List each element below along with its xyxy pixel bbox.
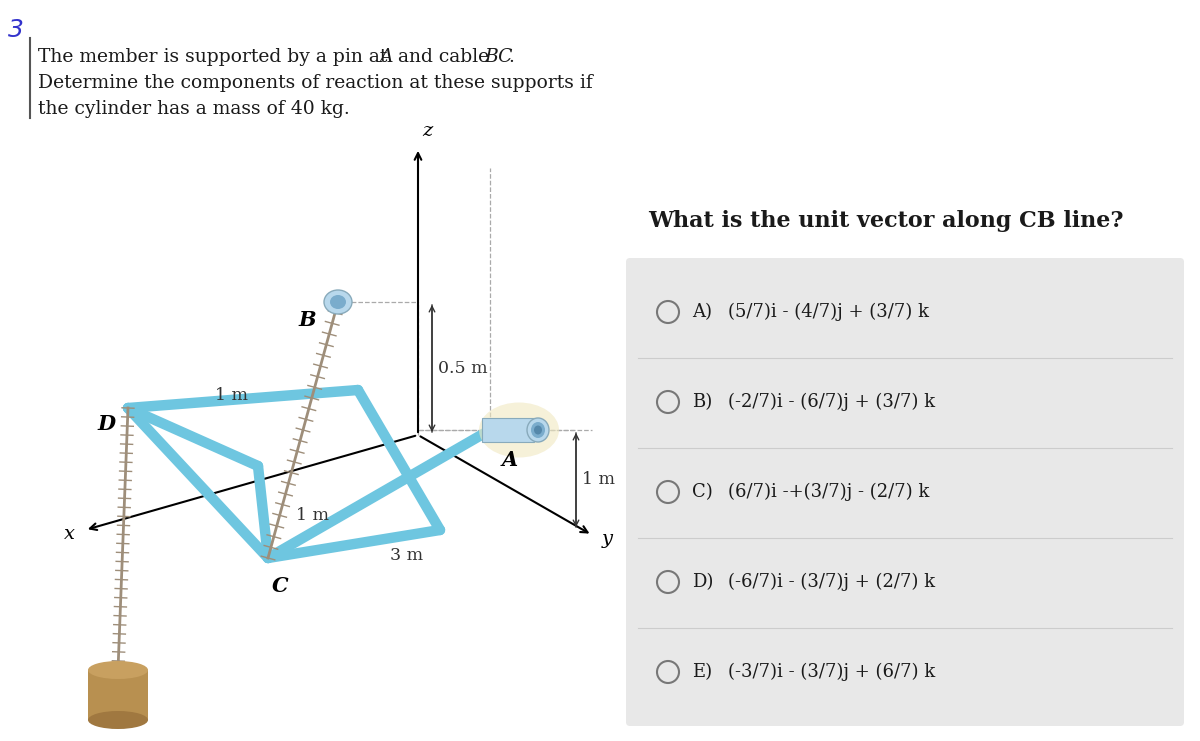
Text: D: D (98, 414, 116, 434)
Text: (-2/7)i - (6/7)j + (3/7) k: (-2/7)i - (6/7)j + (3/7) k (728, 393, 935, 411)
Text: Determine the components of reaction at these supports if: Determine the components of reaction at … (38, 74, 593, 92)
Ellipse shape (330, 295, 346, 309)
Text: B: B (299, 310, 316, 330)
Ellipse shape (88, 661, 148, 679)
Text: D): D) (692, 573, 713, 591)
Text: z: z (422, 122, 432, 140)
Text: x: x (64, 525, 74, 543)
Text: The member is supported by a pin at: The member is supported by a pin at (38, 48, 394, 66)
Ellipse shape (324, 290, 352, 314)
Polygon shape (88, 670, 148, 720)
Text: A): A) (692, 303, 712, 321)
Text: 1 m: 1 m (296, 507, 329, 523)
Text: C: C (272, 576, 289, 596)
Text: (6/7)i -+(3/7)j - (2/7) k: (6/7)i -+(3/7)j - (2/7) k (728, 483, 929, 501)
Ellipse shape (530, 422, 545, 438)
Text: y: y (602, 530, 613, 548)
Ellipse shape (527, 418, 550, 442)
Text: 1 m: 1 m (582, 471, 616, 488)
Text: A: A (502, 450, 518, 470)
Text: and cable: and cable (392, 48, 496, 66)
Text: BC: BC (484, 48, 512, 66)
Text: What is the unit vector along CB line?: What is the unit vector along CB line? (648, 210, 1123, 232)
Text: 3 m: 3 m (390, 547, 424, 563)
Text: A: A (379, 48, 392, 66)
Text: the cylinder has a mass of 40 kg.: the cylinder has a mass of 40 kg. (38, 100, 349, 118)
Text: (5/7)i - (4/7)j + (3/7) k: (5/7)i - (4/7)j + (3/7) k (728, 303, 929, 321)
Text: C): C) (692, 483, 713, 501)
Text: 0.5 m: 0.5 m (438, 360, 487, 377)
Text: (-6/7)i - (3/7)j + (2/7) k: (-6/7)i - (3/7)j + (2/7) k (728, 573, 935, 591)
FancyBboxPatch shape (626, 258, 1184, 726)
Text: E): E) (692, 663, 712, 681)
Text: (-3/7)i - (3/7)j + (6/7) k: (-3/7)i - (3/7)j + (6/7) k (728, 663, 935, 681)
Ellipse shape (534, 425, 542, 434)
Text: 1 m: 1 m (215, 388, 248, 405)
Text: .: . (508, 48, 514, 66)
Ellipse shape (479, 402, 559, 457)
Text: B): B) (692, 393, 713, 411)
Text: 3: 3 (8, 18, 24, 42)
Polygon shape (482, 418, 534, 442)
Ellipse shape (88, 711, 148, 729)
